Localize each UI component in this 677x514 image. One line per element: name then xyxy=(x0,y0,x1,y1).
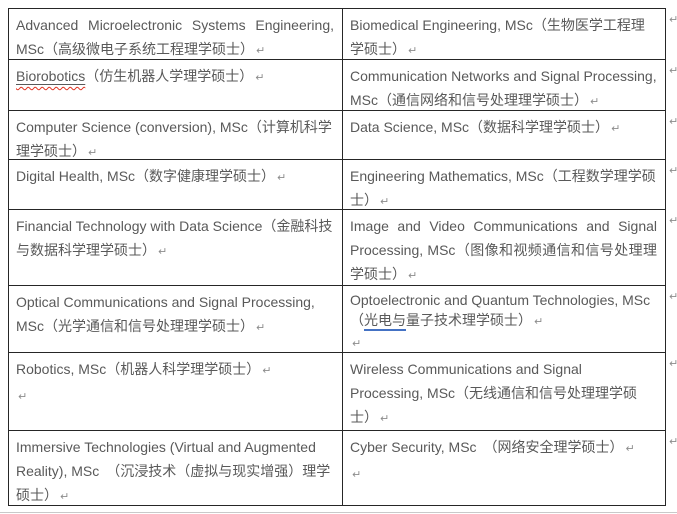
program-paragraph: Cyber Security, MSc （网络安全理学硕士） ↵ xyxy=(350,435,657,461)
program-name: Digital Health, MSc（数字健康理学硕士） xyxy=(16,168,276,184)
program-paragraph: Biomedical Engineering, MSc（生物医学工程理学硕士） ↵ xyxy=(350,13,657,59)
program-name-cn: （仿生机器人学理学硕士） xyxy=(85,68,254,84)
empty-paragraph: ↵ xyxy=(16,383,334,409)
spellcheck-squiggle: Biorobotics xyxy=(16,68,85,84)
table-cell[interactable]: Cyber Security, MSc （网络安全理学硕士） ↵ ↵ xyxy=(343,431,665,505)
program-paragraph: Communication Networks and Signal Proces… xyxy=(350,64,657,110)
paragraph-mark-icon: ↵ xyxy=(277,172,287,184)
empty-paragraph: ↵ xyxy=(350,461,657,487)
paragraph-mark-icon: ↵ xyxy=(611,123,621,135)
table-cell[interactable]: Biomedical Engineering, MSc（生物医学工程理学硕士） ↵ xyxy=(343,9,665,59)
program-paragraph: Optical Communications and Signal Proces… xyxy=(16,290,334,340)
page-edge-line xyxy=(0,512,677,513)
program-paragraph: Advanced Microelectronic Systems Enginee… xyxy=(16,13,334,59)
table-cell[interactable]: Robotics, MSc（机器人科学理学硕士） ↵ ↵ xyxy=(9,353,343,430)
program-name: Financial Technology with Data Science（金… xyxy=(16,218,333,258)
paragraph-mark-icon: ↵ xyxy=(256,322,266,334)
row-end-mark-icon: ↵ xyxy=(669,165,677,177)
paragraph-mark-icon: ↵ xyxy=(18,391,28,403)
program-paragraph: Data Science, MSc（数据科学理学硕士） ↵ xyxy=(350,115,657,141)
paragraph-mark-icon: ↵ xyxy=(256,45,266,57)
table-row: Digital Health, MSc（数字健康理学硕士） ↵ Engineeri… xyxy=(9,160,665,210)
program-name: Image and Video Communications and Signa… xyxy=(350,218,657,282)
table-cell[interactable]: Financial Technology with Data Science（金… xyxy=(9,210,343,285)
paragraph-mark-icon: ↵ xyxy=(625,443,635,455)
program-name: Optical Communications and Signal Proces… xyxy=(16,294,315,334)
paragraph-mark-icon: ↵ xyxy=(352,338,362,350)
table-row: Biorobotics（仿生机器人学理学硕士） ↵ Communication N… xyxy=(9,60,665,111)
programs-table: Advanced Microelectronic Systems Enginee… xyxy=(8,8,666,506)
program-name: Cyber Security, MSc （网络安全理学硕士） xyxy=(350,439,624,455)
row-end-mark-icon: ↵ xyxy=(669,436,677,448)
paragraph-mark-icon: ↵ xyxy=(380,413,390,425)
program-name: Robotics, MSc（机器人科学理学硕士） xyxy=(16,361,261,377)
empty-paragraph: ↵ xyxy=(350,332,657,352)
program-paragraph: Computer Science (conversion), MSc（计算机科学… xyxy=(16,115,334,159)
table-cell[interactable]: Data Science, MSc（数据科学理学硕士） ↵ xyxy=(343,111,665,159)
program-paragraph: Immersive Technologies (Virtual and Augm… xyxy=(16,435,334,505)
program-paragraph: Digital Health, MSc（数字健康理学硕士） ↵ xyxy=(16,164,334,190)
table-cell[interactable]: Wireless Communications and Signal Proce… xyxy=(343,353,665,430)
table-cell[interactable]: Optical Communications and Signal Proces… xyxy=(9,286,343,352)
row-end-mark-icon: ↵ xyxy=(669,65,677,77)
program-name: Wireless Communications and Signal Proce… xyxy=(350,361,638,425)
table-row: Computer Science (conversion), MSc（计算机科学… xyxy=(9,111,665,160)
table-row: Optical Communications and Signal Proces… xyxy=(9,286,665,353)
paragraph-mark-icon: ↵ xyxy=(60,491,70,503)
table-cell[interactable]: Advanced Microelectronic Systems Enginee… xyxy=(9,9,343,59)
table-row: Immersive Technologies (Virtual and Augm… xyxy=(9,431,665,505)
paragraph-mark-icon: ↵ xyxy=(590,96,600,108)
program-name: Immersive Technologies (Virtual and Augm… xyxy=(16,439,331,503)
row-end-mark-icon: ↵ xyxy=(669,14,677,26)
paragraph-mark-icon: ↵ xyxy=(408,270,418,282)
paragraph-mark-icon: ↵ xyxy=(380,196,390,208)
program-paragraph: Image and Video Communications and Signa… xyxy=(350,214,657,285)
program-name: Biorobotics xyxy=(16,68,86,84)
program-name: Optoelectronic and Quantum Technologies,… xyxy=(350,292,651,328)
row-end-mark-icon: ↵ xyxy=(669,116,677,128)
program-paragraph: Engineering Mathematics, MSc（工程数学理学硕士） ↵ xyxy=(350,164,657,209)
table-cell[interactable]: Biorobotics（仿生机器人学理学硕士） ↵ xyxy=(9,60,343,110)
program-name: Advanced Microelectronic Systems Enginee… xyxy=(16,17,334,57)
table-row: Financial Technology with Data Science（金… xyxy=(9,210,665,286)
paragraph-mark-icon: ↵ xyxy=(255,72,265,84)
program-name: Communication Networks and Signal Proces… xyxy=(350,68,657,108)
row-end-mark-icon: ↵ xyxy=(669,291,677,303)
grammar-underline: 光电与 xyxy=(364,312,406,328)
paragraph-mark-icon: ↵ xyxy=(408,45,418,57)
table-cell[interactable]: Digital Health, MSc（数字健康理学硕士） ↵ xyxy=(9,160,343,209)
program-name: Biomedical Engineering, MSc（生物医学工程理学硕士） xyxy=(350,17,645,57)
paragraph-mark-icon: ↵ xyxy=(88,147,98,159)
table-cell[interactable]: Engineering Mathematics, MSc（工程数学理学硕士） ↵ xyxy=(343,160,665,209)
table-cell[interactable]: Computer Science (conversion), MSc（计算机科学… xyxy=(9,111,343,159)
table-cell[interactable]: Communication Networks and Signal Proces… xyxy=(343,60,665,110)
table-cell[interactable]: Image and Video Communications and Signa… xyxy=(343,210,665,285)
table-cell[interactable]: Optoelectronic and Quantum Technologies,… xyxy=(343,286,665,352)
paragraph-mark-icon: ↵ xyxy=(262,365,272,377)
table-cell[interactable]: Immersive Technologies (Virtual and Augm… xyxy=(9,431,343,505)
program-paragraph: Wireless Communications and Signal Proce… xyxy=(350,357,657,430)
row-end-mark-icon: ↵ xyxy=(669,358,677,370)
program-name: Computer Science (conversion), MSc（计算机科学… xyxy=(16,119,332,159)
paragraph-mark-icon: ↵ xyxy=(352,469,362,481)
table-row: Robotics, MSc（机器人科学理学硕士） ↵ ↵ Wireless Com… xyxy=(9,353,665,431)
program-name: Data Science, MSc（数据科学理学硕士） xyxy=(350,119,610,135)
program-paragraph: Optoelectronic and Quantum Technologies,… xyxy=(350,290,657,332)
row-end-mark-icon: ↵ xyxy=(669,215,677,227)
program-paragraph: Biorobotics（仿生机器人学理学硕士） ↵ xyxy=(16,64,334,90)
program-name-cn: 量子技术理学硕士） xyxy=(406,312,532,328)
paragraph-mark-icon: ↵ xyxy=(158,246,168,258)
paragraph-mark-icon: ↵ xyxy=(534,316,544,328)
program-paragraph: Robotics, MSc（机器人科学理学硕士） ↵ xyxy=(16,357,334,383)
table-row: Advanced Microelectronic Systems Enginee… xyxy=(9,9,665,60)
program-paragraph: Financial Technology with Data Science（金… xyxy=(16,214,334,264)
program-name: Engineering Mathematics, MSc（工程数学理学硕士） xyxy=(350,168,656,208)
